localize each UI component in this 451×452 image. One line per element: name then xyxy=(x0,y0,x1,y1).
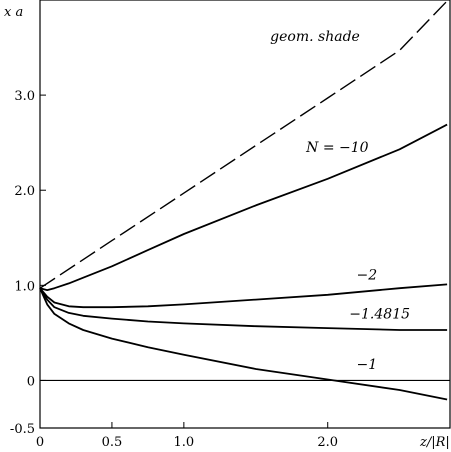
plot-frame xyxy=(39,0,451,429)
y-tick-label: 3.0 xyxy=(14,89,35,104)
curve-label: −2 xyxy=(356,268,377,284)
series-line xyxy=(39,287,448,401)
series-line xyxy=(39,283,448,309)
series-line xyxy=(39,287,448,331)
x-tick-label: 2.0 xyxy=(317,435,338,450)
curve-label: −1 xyxy=(356,357,377,373)
x-tick-label: 0.5 xyxy=(102,435,123,450)
curve-label: −1.4815 xyxy=(349,307,410,323)
y-axis-ticks: -0.5 0 1.0 2.0 3.0 xyxy=(10,89,46,437)
y-axis-label: x a xyxy=(4,5,23,20)
series-lines xyxy=(39,0,448,401)
y-tick-label: 2.0 xyxy=(14,184,35,199)
curve-annotations: geom. shade N = −10 −2 −1.4815 −1 xyxy=(270,29,410,373)
x-axis-label: z/|R| xyxy=(419,435,450,450)
y-tick-label: -0.5 xyxy=(10,422,35,437)
x-axis-ticks: 0 0.5 1.0 2.0 xyxy=(36,422,338,450)
x-tick-label: 0 xyxy=(36,435,44,450)
series-line xyxy=(39,0,448,289)
curve-label: geom. shade xyxy=(270,29,360,45)
curve-label: N = −10 xyxy=(305,140,369,156)
y-tick-label: 1.0 xyxy=(14,279,35,294)
y-tick-label: 0 xyxy=(27,374,35,389)
x-tick-label: 1.0 xyxy=(174,435,195,450)
series-line xyxy=(39,123,448,292)
